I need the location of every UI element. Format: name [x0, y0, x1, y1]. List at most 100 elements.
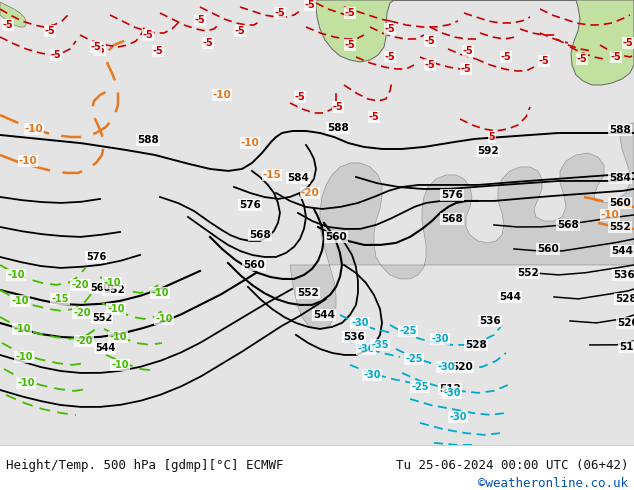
- Text: -30: -30: [357, 344, 375, 354]
- Polygon shape: [315, 0, 634, 85]
- Text: 552: 552: [609, 222, 631, 232]
- Text: -10: -10: [11, 296, 29, 306]
- Polygon shape: [290, 123, 634, 329]
- Text: -15: -15: [51, 294, 68, 304]
- Text: -5: -5: [94, 45, 105, 55]
- Text: -5: -5: [463, 46, 474, 56]
- Text: -30: -30: [443, 388, 461, 398]
- Text: -5: -5: [304, 0, 315, 10]
- Text: 568: 568: [249, 230, 271, 240]
- Text: 584: 584: [287, 173, 309, 183]
- Text: -5: -5: [275, 8, 285, 18]
- Text: 588: 588: [137, 135, 159, 145]
- Text: -25: -25: [399, 326, 417, 336]
- Text: ©weatheronline.co.uk: ©weatheronline.co.uk: [478, 477, 628, 490]
- Text: -5: -5: [539, 56, 550, 66]
- Text: 592: 592: [477, 146, 499, 156]
- Text: -10: -10: [109, 332, 127, 342]
- Text: 576: 576: [86, 252, 106, 262]
- Text: -5: -5: [577, 54, 587, 64]
- Text: -10: -10: [17, 378, 35, 388]
- Text: 544: 544: [313, 310, 335, 320]
- Text: 520: 520: [451, 362, 473, 372]
- Text: 536: 536: [479, 316, 501, 326]
- Text: -10: -10: [111, 360, 129, 370]
- Text: -20: -20: [71, 280, 89, 290]
- Text: -10: -10: [13, 324, 31, 334]
- Text: -20: -20: [74, 308, 91, 318]
- Text: -10: -10: [25, 124, 43, 134]
- Text: -30: -30: [437, 362, 455, 372]
- Text: -5: -5: [51, 50, 61, 60]
- Text: 520: 520: [617, 318, 634, 328]
- Text: 576: 576: [239, 200, 261, 210]
- Text: -5: -5: [153, 46, 164, 56]
- Text: 544: 544: [95, 343, 115, 353]
- Text: -5: -5: [203, 38, 214, 48]
- Text: -5: -5: [235, 26, 245, 36]
- Text: 560: 560: [243, 260, 265, 270]
- Text: -5: -5: [345, 8, 356, 18]
- Text: -5: -5: [425, 60, 436, 70]
- Text: -10: -10: [155, 314, 172, 324]
- Text: -10: -10: [600, 210, 619, 220]
- Text: 560: 560: [537, 244, 559, 254]
- Text: -5: -5: [385, 24, 396, 34]
- Text: 576: 576: [441, 190, 463, 200]
- Text: -5: -5: [143, 30, 153, 40]
- Text: 528: 528: [465, 340, 487, 350]
- Text: 584: 584: [609, 173, 631, 183]
- Text: -5: -5: [461, 64, 471, 74]
- Text: -5: -5: [3, 20, 13, 30]
- Text: -20: -20: [301, 188, 320, 198]
- Text: -10: -10: [7, 270, 25, 280]
- Text: 552: 552: [92, 313, 112, 323]
- Polygon shape: [0, 2, 26, 27]
- Text: -20: -20: [75, 336, 93, 346]
- Text: -5: -5: [333, 102, 344, 112]
- Text: Tu 25-06-2024 00:00 UTC (06+42): Tu 25-06-2024 00:00 UTC (06+42): [396, 459, 628, 472]
- Text: 536: 536: [343, 332, 365, 342]
- Text: -5: -5: [91, 42, 101, 52]
- Text: -30: -30: [450, 412, 467, 422]
- Text: -5: -5: [623, 38, 633, 48]
- Text: -10: -10: [152, 288, 169, 298]
- Text: 5: 5: [489, 132, 495, 142]
- Text: 568: 568: [557, 220, 579, 230]
- Text: 552: 552: [297, 288, 319, 298]
- Text: 568: 568: [441, 214, 463, 224]
- Text: 560: 560: [325, 232, 347, 242]
- Text: -10: -10: [241, 138, 259, 148]
- Text: -5: -5: [611, 52, 621, 62]
- Text: 544: 544: [499, 292, 521, 302]
- Text: -15: -15: [262, 170, 281, 180]
- Text: 536: 536: [613, 270, 634, 280]
- Text: -5: -5: [295, 92, 306, 102]
- Text: 560: 560: [90, 283, 110, 293]
- Text: Height/Temp. 500 hPa [gdmp][°C] ECMWF: Height/Temp. 500 hPa [gdmp][°C] ECMWF: [6, 459, 283, 472]
- Text: 512: 512: [619, 342, 634, 352]
- Text: -35: -35: [372, 340, 389, 350]
- Text: 528: 528: [615, 294, 634, 304]
- Text: -5: -5: [425, 36, 436, 46]
- Text: 552: 552: [517, 268, 539, 278]
- Text: -10: -10: [15, 352, 33, 362]
- Text: -10: -10: [103, 278, 120, 288]
- Text: -30: -30: [351, 318, 369, 328]
- Text: -5: -5: [195, 15, 205, 25]
- Text: -30: -30: [431, 334, 449, 344]
- Text: -10: -10: [212, 90, 231, 100]
- Text: -5: -5: [44, 26, 55, 36]
- Text: -25: -25: [411, 382, 429, 392]
- Text: -5: -5: [345, 40, 356, 50]
- Text: 552: 552: [103, 285, 125, 295]
- Text: 560: 560: [609, 198, 631, 208]
- Text: -25: -25: [405, 354, 423, 364]
- Text: -5: -5: [385, 52, 396, 62]
- Text: -5: -5: [368, 112, 379, 122]
- Text: 588: 588: [609, 125, 631, 135]
- Text: -30: -30: [363, 370, 381, 380]
- Text: -5: -5: [501, 52, 512, 62]
- Text: 588: 588: [327, 123, 349, 133]
- Text: -10: -10: [107, 304, 125, 314]
